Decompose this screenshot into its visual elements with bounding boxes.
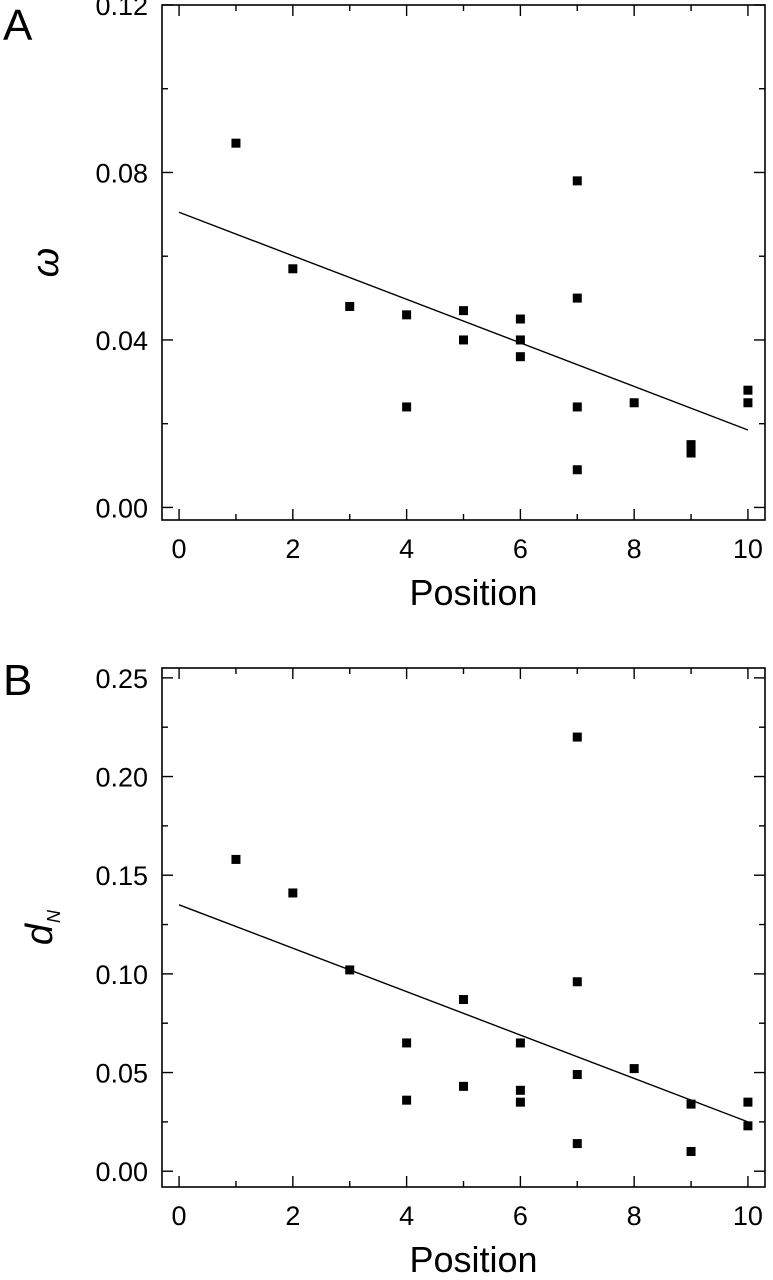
data-point (288, 888, 298, 898)
x-tick-label: 6 (513, 1201, 528, 1231)
data-point (459, 335, 468, 345)
data-point (629, 398, 639, 408)
data-point (572, 176, 582, 186)
data-point (515, 1085, 525, 1095)
data-point (572, 402, 582, 412)
x-tick-label: 0 (172, 1201, 187, 1231)
panel-label: B (3, 656, 32, 705)
y-tick-label: 0.00 (95, 493, 148, 523)
x-tick-label: 8 (627, 1201, 642, 1231)
y-tick-label: 0.08 (95, 158, 148, 188)
y-tick-label: 0.04 (95, 326, 148, 356)
x-axis-title: Position (409, 572, 537, 613)
data-point (572, 977, 582, 987)
data-point (459, 306, 468, 316)
data-point (686, 1099, 696, 1109)
y-tick-label: 0.15 (95, 861, 148, 891)
data-point (743, 1121, 753, 1131)
y-tick-label: 0.12 (95, 0, 148, 21)
y-axis-title-main: ω (25, 248, 67, 278)
data-point (686, 440, 696, 450)
data-point (345, 301, 355, 311)
data-point (572, 732, 582, 742)
data-point (515, 352, 525, 362)
data-point (572, 465, 582, 475)
data-point (743, 1097, 753, 1107)
panel-label: A (3, 1, 33, 50)
x-tick-label: 2 (285, 534, 300, 564)
chart-panel-a: A 0 2 4 6 8 10 0.00 0.04 0.08 0.12 Position ω (3, 0, 766, 613)
data-point (572, 1139, 582, 1149)
data-point (743, 385, 753, 395)
data-point (345, 965, 355, 975)
plot-frame (161, 667, 766, 1188)
x-tick-label: 4 (399, 1201, 414, 1231)
y-tick-label: 0.20 (95, 763, 148, 793)
data-point (572, 293, 582, 303)
x-tick-label: 10 (733, 1201, 763, 1231)
y-axis-title: ω (25, 248, 67, 278)
y-axis-title-main: d (19, 922, 61, 945)
data-point (231, 138, 241, 148)
data-point (515, 335, 525, 345)
x-axis-title: Position (409, 1239, 537, 1280)
x-tick-label: 0 (172, 534, 187, 564)
y-tick-label: 0.10 (95, 960, 148, 990)
data-point (629, 1064, 639, 1074)
y-tick-label: 0.25 (95, 664, 148, 694)
chart-panel-b: B 0 2 4 6 8 10 0.00 0.05 0.10 0.15 0.20 0.25 Position… (3, 656, 766, 1280)
y-tick-label: 0.05 (95, 1059, 148, 1089)
data-point (402, 402, 412, 412)
x-tick-label: 6 (513, 534, 528, 564)
data-point (459, 995, 468, 1005)
data-point (459, 1081, 468, 1091)
x-tick-label: 4 (399, 534, 414, 564)
data-point (288, 264, 298, 274)
x-tick-label: 10 (733, 534, 763, 564)
data-point (515, 1038, 525, 1048)
regression-line (178, 211, 749, 431)
data-point (572, 1070, 582, 1080)
data-point (686, 448, 696, 458)
x-tick-label: 2 (285, 1201, 300, 1231)
y-axis-title: dN (19, 909, 64, 945)
regression-line (178, 904, 749, 1123)
x-tick-label: 8 (627, 534, 642, 564)
data-point (686, 1146, 696, 1156)
y-axis-title-subscript: N (44, 909, 64, 923)
data-point (743, 398, 753, 408)
data-point (515, 314, 525, 324)
y-tick-label: 0.00 (95, 1157, 148, 1187)
plot-frame (161, 4, 766, 521)
data-point (515, 1097, 525, 1107)
data-point (402, 1095, 412, 1105)
data-point (402, 310, 412, 320)
data-point (402, 1038, 412, 1048)
data-point (231, 854, 241, 864)
